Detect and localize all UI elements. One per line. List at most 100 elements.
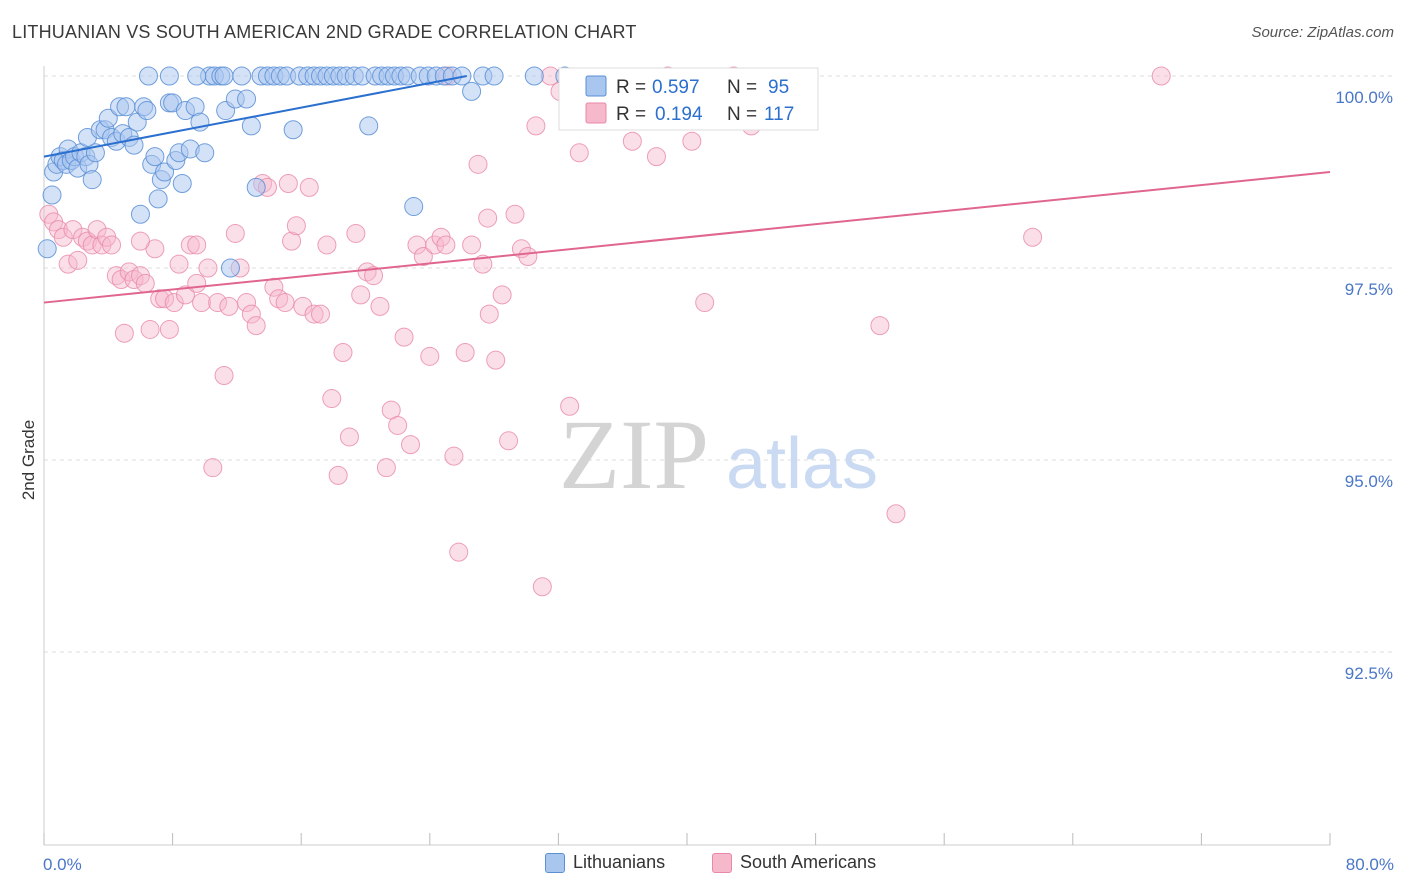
- south-americans-point-79: [473, 254, 493, 274]
- south-americans-point-83: [499, 431, 519, 451]
- lithuanians-point-14: [82, 170, 102, 190]
- legend-swatch-pink: [585, 102, 607, 124]
- south-americans-point-40: [241, 304, 261, 324]
- legend-item-lithuanians[interactable]: Lithuanians: [545, 852, 665, 873]
- grid-lines: [44, 75, 1392, 653]
- lithuanians-trend-line: [43, 75, 467, 158]
- y-tick-label-1: 97.5%: [1345, 280, 1393, 299]
- south-americans-point-37: [225, 223, 245, 243]
- y-axis-label: 2nd Grade: [19, 420, 38, 500]
- legend-r-value-1: 0.597: [652, 77, 700, 98]
- south-americans-point-102: [682, 131, 702, 151]
- south-americans-point-32: [198, 258, 218, 278]
- south-americans-point-110: [1023, 227, 1043, 247]
- south-americans-point-108: [870, 316, 890, 336]
- south-americans-point-21: [140, 319, 160, 339]
- south-americans-point-53: [317, 235, 337, 255]
- y-tick-label-2: 95.0%: [1345, 472, 1393, 491]
- legend-label-lithuanians: Lithuanians: [573, 852, 666, 872]
- lithuanians-point-35: [155, 162, 175, 182]
- south-americans-point-87: [526, 116, 546, 136]
- lithuanians-point-61: [283, 120, 303, 140]
- south-americans-point-78: [468, 154, 488, 174]
- watermark-atlas: atlas: [726, 424, 878, 504]
- south-americans-point-86: [518, 246, 538, 266]
- south-americans-point-114: [278, 174, 298, 194]
- lithuanians-point-28: [130, 204, 150, 224]
- lithuanians-point-0: [37, 239, 57, 259]
- lithuanians-point-92: [159, 66, 179, 86]
- south-americans-point-82: [492, 285, 512, 305]
- south-americans-point-84: [505, 204, 525, 224]
- south-americans-point-80: [479, 304, 499, 324]
- legend-n-value-2: 117: [764, 104, 794, 125]
- south-americans-point-111: [1151, 66, 1171, 86]
- legend-item-south-americans[interactable]: South Americans: [712, 852, 876, 873]
- watermark-zip: ZIP: [559, 399, 709, 510]
- south-americans-point-35: [214, 366, 234, 386]
- south-americans-point-58: [346, 223, 366, 243]
- south-americans-point-77: [462, 235, 482, 255]
- bottom-legend: Lithuanians South Americans: [0, 852, 1406, 878]
- lithuanians-point-24: [116, 97, 136, 117]
- legend-n-label-1: N =: [727, 77, 757, 98]
- south-americans-point-13: [102, 235, 122, 255]
- south-americans-point-31: [192, 293, 212, 313]
- lithuanians-point-86: [462, 81, 482, 101]
- lithuanians-point-33: [148, 189, 168, 209]
- y-tick-label-3: 92.5%: [1345, 664, 1393, 683]
- lithuanians-point-32: [145, 147, 165, 167]
- south-americans-point-61: [364, 266, 384, 286]
- south-americans-point-28: [175, 285, 195, 305]
- south-americans-point-39: [237, 293, 257, 313]
- south-americans-point-92: [569, 143, 589, 163]
- south-americans-point-46: [275, 293, 295, 313]
- lithuanians-point-54: [241, 116, 261, 136]
- south-americans-point-113: [187, 235, 207, 255]
- stats-legend: R = 0.597 N = 95 R = 0.194 N = 117: [558, 67, 819, 131]
- south-americans-point-66: [394, 327, 414, 347]
- south-americans-point-44: [264, 277, 284, 297]
- x-tick-label-min: 0.0%: [43, 855, 82, 874]
- south-americans-point-91: [560, 396, 580, 416]
- south-americans-point-4: [58, 254, 78, 274]
- south-americans-point-70: [420, 346, 440, 366]
- south-americans-point-41: [246, 316, 266, 336]
- legend-r-label-1: R =: [616, 77, 646, 98]
- legend-r-value-2: 0.194: [655, 104, 703, 125]
- south-americans-point-20: [135, 273, 155, 293]
- lithuanians-point-79: [404, 197, 424, 217]
- axes: [43, 66, 1331, 846]
- lithuanians-point-52: [232, 66, 252, 86]
- south-americans-point-76: [455, 342, 475, 362]
- south-americans-point-51: [304, 304, 324, 324]
- lithuanians-point-1: [42, 185, 62, 205]
- y-tick-label-0: 100.0%: [1335, 88, 1393, 107]
- south-americans-point-5: [63, 220, 83, 240]
- trend-lines: [43, 75, 1331, 304]
- south-americans-point-33: [203, 458, 223, 478]
- source-label: Source: ZipAtlas.com: [1251, 24, 1394, 41]
- lithuanians-point-72: [359, 116, 379, 136]
- south-americans-point-36: [219, 296, 239, 316]
- south-americans-point-52: [310, 304, 330, 324]
- legend-n-value-1: 95: [768, 77, 789, 98]
- south-americans-point-23: [150, 289, 170, 309]
- south-americans-point-56: [333, 342, 353, 362]
- chart-title: LITHUANIAN VS SOUTH AMERICAN 2ND GRADE C…: [12, 22, 637, 42]
- south-americans-point-115: [436, 235, 456, 255]
- lithuanians-point-50: [220, 258, 240, 278]
- south-americans-swatch: [712, 852, 732, 873]
- south-americans-point-103: [695, 293, 715, 313]
- south-americans-point-26: [164, 293, 184, 313]
- south-americans-point-71: [425, 235, 445, 255]
- lithuanians-point-55: [246, 177, 266, 197]
- south-americans-point-3: [53, 227, 73, 247]
- south-americans-point-55: [328, 465, 348, 485]
- south-americans-point-47: [282, 231, 302, 251]
- south-americans-point-74: [444, 446, 464, 466]
- legend-n-label-2: N =: [727, 104, 757, 125]
- y-tick-labels: 100.0% 97.5% 95.0% 92.5%: [1335, 88, 1393, 683]
- lithuanians-point-53: [237, 89, 257, 109]
- lithuanians-point-88: [484, 66, 504, 86]
